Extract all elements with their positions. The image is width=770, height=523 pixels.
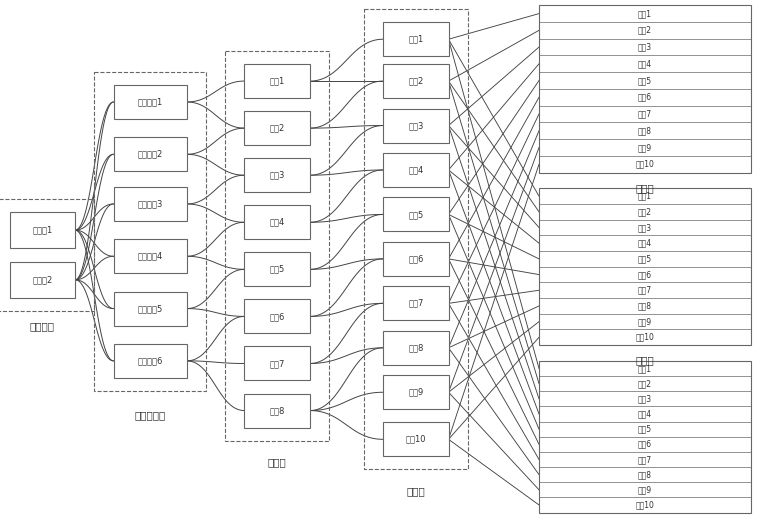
Text: 电压等级5: 电压等级5	[138, 304, 162, 313]
Text: 通信3: 通信3	[638, 42, 652, 52]
FancyBboxPatch shape	[245, 347, 310, 381]
Text: 回路5: 回路5	[638, 425, 652, 434]
Text: 变电站2: 变电站2	[32, 275, 52, 285]
Text: 装置1: 装置1	[408, 35, 424, 44]
Text: 通信8: 通信8	[638, 126, 652, 135]
Text: 装置3: 装置3	[408, 121, 424, 130]
Text: 通信4: 通信4	[638, 59, 652, 69]
FancyBboxPatch shape	[383, 242, 448, 276]
FancyBboxPatch shape	[114, 240, 187, 273]
FancyBboxPatch shape	[245, 299, 310, 334]
Text: 间隔6: 间隔6	[270, 312, 285, 321]
Text: 回路4: 回路4	[638, 410, 652, 418]
Text: 电压等级层: 电压等级层	[135, 411, 166, 420]
Text: 遥控8: 遥控8	[638, 301, 652, 311]
FancyBboxPatch shape	[383, 109, 448, 142]
Text: 遥控4: 遥控4	[638, 238, 652, 248]
Text: 通信7: 通信7	[638, 109, 652, 119]
FancyBboxPatch shape	[245, 64, 310, 98]
Text: 装置层: 装置层	[407, 486, 425, 496]
FancyBboxPatch shape	[383, 64, 448, 98]
Text: 二次回路层: 二次回路层	[629, 522, 661, 523]
Text: 遥控3: 遥控3	[638, 223, 652, 232]
Text: 回路7: 回路7	[638, 455, 652, 464]
Text: 回路3: 回路3	[638, 394, 652, 403]
FancyBboxPatch shape	[114, 344, 187, 378]
Text: 电压等级2: 电压等级2	[138, 150, 162, 159]
Text: 遥控层: 遥控层	[635, 356, 654, 366]
Text: 遥控2: 遥控2	[638, 207, 652, 217]
Text: 间隔2: 间隔2	[270, 123, 285, 133]
Text: 回路10: 回路10	[635, 501, 654, 509]
Text: 通信6: 通信6	[638, 93, 652, 102]
Text: 电压等级3: 电压等级3	[138, 199, 162, 209]
FancyBboxPatch shape	[245, 205, 310, 240]
Text: 遥控7: 遥控7	[638, 286, 652, 295]
Text: 装置4: 装置4	[408, 165, 424, 175]
FancyBboxPatch shape	[383, 331, 448, 365]
FancyBboxPatch shape	[114, 292, 187, 325]
Text: 通信2: 通信2	[638, 26, 652, 35]
Text: 间隔4: 间隔4	[270, 218, 285, 227]
Text: 间隔3: 间隔3	[270, 170, 285, 180]
Text: 装置8: 装置8	[408, 343, 424, 353]
Text: 电压等级6: 电压等级6	[138, 356, 162, 366]
Text: 电压等级4: 电压等级4	[138, 252, 162, 261]
Text: 装置7: 装置7	[408, 299, 424, 308]
Text: 变电站层: 变电站层	[30, 322, 55, 332]
FancyBboxPatch shape	[114, 85, 187, 119]
FancyBboxPatch shape	[383, 376, 448, 409]
Text: 通信10: 通信10	[635, 160, 654, 169]
Text: 间隔8: 间隔8	[270, 406, 285, 415]
Text: 通信9: 通信9	[638, 143, 652, 152]
FancyBboxPatch shape	[9, 212, 75, 248]
Text: 变电站1: 变电站1	[32, 225, 52, 235]
FancyBboxPatch shape	[245, 394, 310, 428]
Text: 间隔层: 间隔层	[268, 458, 286, 468]
FancyBboxPatch shape	[114, 137, 187, 172]
Text: 回路9: 回路9	[638, 485, 652, 494]
FancyBboxPatch shape	[383, 287, 448, 320]
FancyBboxPatch shape	[114, 187, 187, 221]
Text: 回路8: 回路8	[638, 470, 652, 479]
FancyBboxPatch shape	[383, 153, 448, 187]
Text: 回路2: 回路2	[638, 379, 652, 388]
Text: 通信1: 通信1	[638, 9, 652, 18]
Text: 通信5: 通信5	[638, 76, 652, 85]
Text: 遥控9: 遥控9	[638, 317, 652, 326]
Text: 装置10: 装置10	[406, 435, 426, 444]
FancyBboxPatch shape	[9, 262, 75, 298]
Text: 通信层: 通信层	[635, 183, 654, 193]
Text: 间隔5: 间隔5	[270, 265, 285, 274]
FancyBboxPatch shape	[245, 158, 310, 192]
Text: 装置5: 装置5	[408, 210, 424, 219]
Text: 回路6: 回路6	[638, 440, 652, 449]
Text: 间隔1: 间隔1	[270, 76, 285, 86]
Text: 遥控1: 遥控1	[638, 191, 652, 201]
Text: 遥控10: 遥控10	[635, 333, 654, 342]
Text: 装置9: 装置9	[408, 388, 424, 397]
Text: 遥控6: 遥控6	[638, 270, 652, 279]
Text: 装置2: 装置2	[408, 76, 424, 86]
FancyBboxPatch shape	[245, 253, 310, 287]
FancyBboxPatch shape	[245, 111, 310, 145]
FancyBboxPatch shape	[383, 198, 448, 231]
FancyBboxPatch shape	[383, 22, 448, 56]
Text: 间隔7: 间隔7	[270, 359, 285, 368]
FancyBboxPatch shape	[383, 423, 448, 456]
Text: 遥控5: 遥控5	[638, 254, 652, 264]
Text: 电压等级1: 电压等级1	[138, 97, 162, 107]
Text: 装置6: 装置6	[408, 254, 424, 264]
Text: 回路1: 回路1	[638, 364, 652, 373]
